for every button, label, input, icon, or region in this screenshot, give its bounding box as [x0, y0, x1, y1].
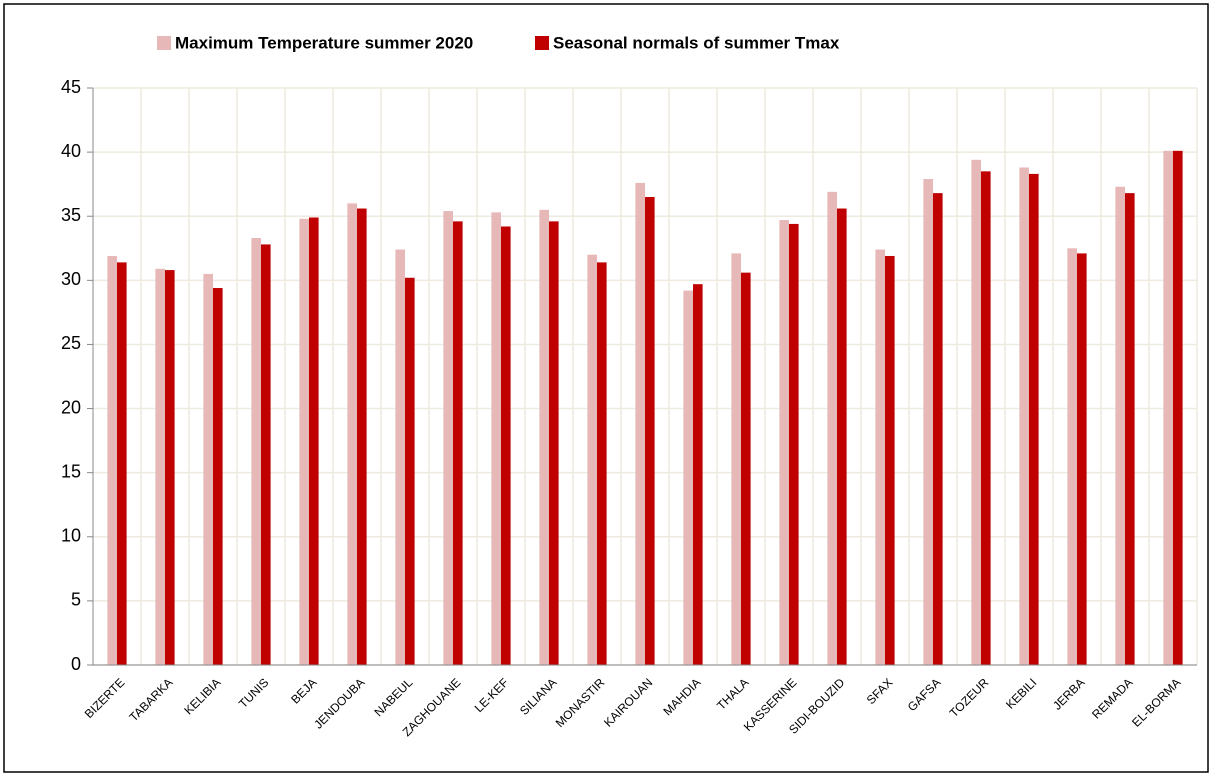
bar [789, 223, 799, 665]
bar [923, 179, 933, 665]
y-tick-label: 30 [61, 269, 81, 289]
bar [1125, 193, 1135, 666]
bar [357, 208, 367, 666]
bar [597, 262, 607, 665]
bar [1163, 150, 1173, 666]
bar [1077, 253, 1087, 665]
bar [885, 255, 895, 665]
bar [837, 208, 847, 666]
bar [635, 182, 645, 665]
bar [693, 284, 703, 665]
y-tick-label: 25 [61, 333, 81, 353]
y-tick-label: 20 [61, 397, 81, 417]
bar [395, 249, 405, 665]
bar [1067, 248, 1077, 665]
y-tick-label: 5 [71, 590, 81, 610]
bar [875, 249, 885, 665]
legend-swatch [157, 36, 171, 50]
bar [1019, 167, 1029, 665]
bar [443, 211, 453, 666]
bar [309, 217, 319, 665]
bar [155, 268, 165, 665]
bar [683, 290, 693, 665]
bar [107, 255, 117, 665]
bar [501, 226, 511, 666]
bar [971, 159, 981, 665]
bar [587, 254, 597, 665]
bar [251, 238, 261, 665]
y-tick-label: 10 [61, 526, 81, 546]
bar [741, 272, 751, 665]
bar [261, 244, 271, 666]
bar [405, 277, 415, 665]
bar [299, 218, 309, 665]
bar [165, 270, 175, 665]
y-tick-label: 35 [61, 205, 81, 225]
bar [453, 221, 463, 665]
bar [1115, 186, 1125, 665]
bar [933, 193, 943, 666]
bar [213, 288, 223, 665]
y-tick-label: 0 [71, 654, 81, 674]
bar [645, 196, 655, 665]
bar [549, 221, 559, 665]
legend-label: Seasonal normals of summer Tmax [553, 33, 840, 52]
bar [731, 253, 741, 665]
bar [827, 191, 837, 666]
bar [1173, 150, 1183, 666]
bar [117, 262, 127, 665]
y-tick-label: 45 [61, 77, 81, 97]
bar [203, 273, 213, 665]
bar [347, 203, 357, 665]
y-tick-label: 15 [61, 461, 81, 481]
legend-label: Maximum Temperature summer 2020 [175, 33, 473, 52]
legend-swatch [535, 36, 549, 50]
bar [539, 209, 549, 666]
bar [779, 220, 789, 665]
bar [981, 171, 991, 665]
bar [491, 212, 501, 665]
y-tick-label: 40 [61, 141, 81, 161]
bar [1029, 173, 1039, 666]
